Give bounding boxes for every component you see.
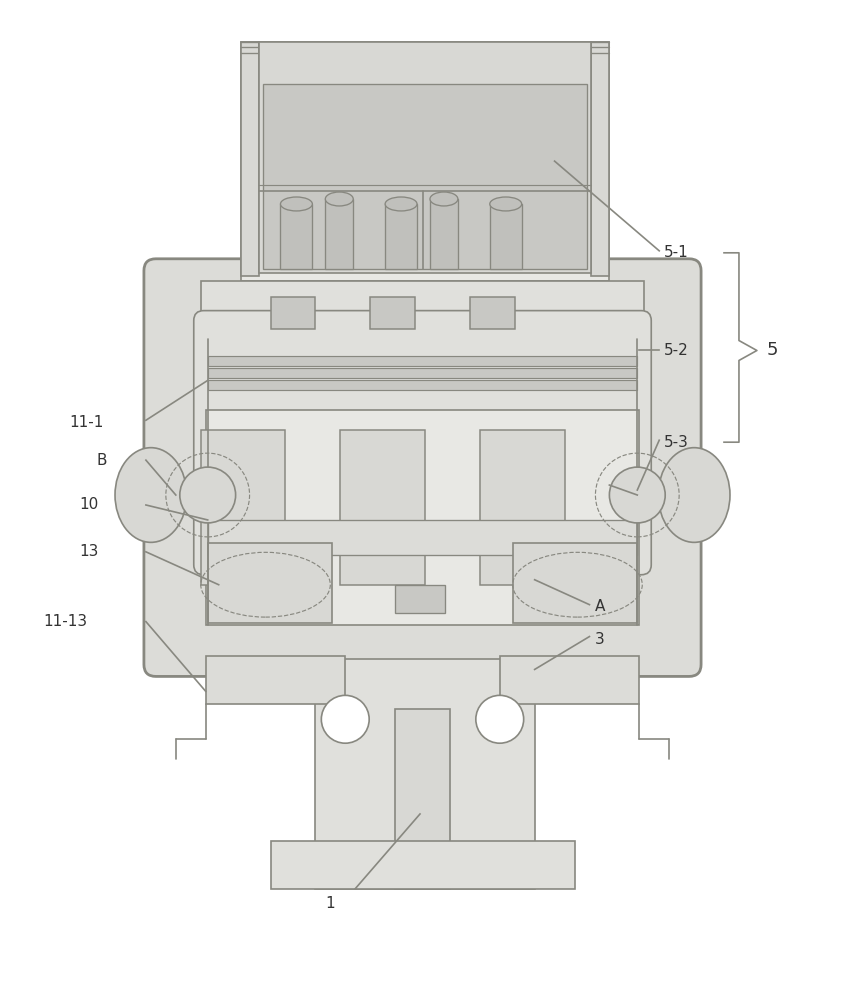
Text: 3: 3: [595, 632, 604, 647]
Bar: [591, 42, 609, 276]
Bar: [430, 199, 458, 269]
Text: C: C: [614, 480, 625, 495]
Ellipse shape: [115, 448, 187, 542]
Ellipse shape: [490, 197, 522, 211]
Text: 11-13: 11-13: [43, 614, 87, 629]
FancyBboxPatch shape: [194, 311, 651, 575]
Circle shape: [180, 467, 236, 523]
FancyBboxPatch shape: [144, 259, 701, 676]
Ellipse shape: [658, 448, 730, 542]
Bar: [240, 42, 609, 281]
Bar: [500, 656, 640, 704]
Bar: [470, 297, 514, 329]
Bar: [201, 281, 645, 339]
Bar: [271, 297, 316, 329]
Bar: [326, 199, 354, 269]
Text: A: A: [595, 599, 605, 614]
Text: 13: 13: [80, 544, 98, 559]
Text: 10: 10: [80, 497, 98, 512]
Text: 11-1: 11-1: [69, 415, 103, 430]
Bar: [208, 380, 637, 390]
Bar: [490, 204, 522, 269]
Bar: [206, 410, 640, 625]
Bar: [208, 368, 637, 378]
Ellipse shape: [430, 192, 458, 206]
Text: 5-1: 5-1: [664, 245, 689, 260]
Bar: [271, 841, 574, 889]
Bar: [240, 42, 259, 276]
Bar: [371, 297, 415, 329]
Bar: [208, 356, 637, 366]
Circle shape: [475, 695, 524, 743]
Circle shape: [321, 695, 369, 743]
Bar: [262, 84, 587, 269]
Bar: [259, 42, 591, 273]
Text: 5: 5: [766, 341, 778, 359]
Ellipse shape: [385, 197, 417, 211]
Text: 5-3: 5-3: [664, 435, 689, 450]
Bar: [513, 543, 637, 623]
Bar: [395, 709, 450, 889]
Bar: [316, 659, 535, 889]
Bar: [206, 656, 345, 704]
Bar: [201, 430, 285, 585]
Text: 5-2: 5-2: [664, 343, 689, 358]
Bar: [385, 204, 417, 269]
Circle shape: [609, 467, 665, 523]
Bar: [480, 430, 564, 585]
Text: 1: 1: [326, 896, 335, 911]
Text: B: B: [96, 453, 107, 468]
Ellipse shape: [281, 197, 312, 211]
Bar: [208, 520, 637, 555]
Bar: [208, 543, 332, 623]
Bar: [395, 585, 445, 613]
Bar: [281, 204, 312, 269]
Bar: [340, 430, 425, 585]
Ellipse shape: [326, 192, 354, 206]
